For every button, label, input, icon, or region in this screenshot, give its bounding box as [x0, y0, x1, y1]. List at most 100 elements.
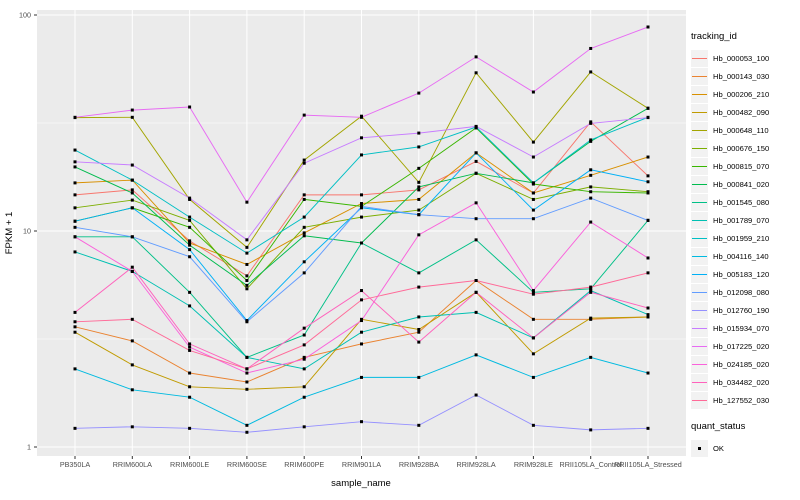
- legend-quant-status: quant_status OK: [691, 421, 799, 457]
- data-point: [531, 292, 535, 296]
- legend-key-line-icon: [691, 175, 708, 193]
- data-point: [130, 269, 134, 273]
- data-point: [188, 348, 192, 352]
- data-point: [531, 208, 535, 212]
- legend-item-label: Hb_000053_100: [713, 53, 770, 63]
- data-point: [589, 316, 593, 320]
- data-point: [73, 219, 77, 223]
- data-point: [130, 339, 134, 343]
- data-point: [73, 320, 77, 324]
- data-point: [130, 108, 134, 112]
- data-point: [589, 196, 593, 200]
- data-point: [130, 425, 134, 429]
- legend-item-label: Hb_000676_150: [713, 143, 770, 153]
- data-point: [531, 217, 535, 221]
- data-point: [73, 206, 77, 210]
- y-tick-label: 100: [19, 11, 31, 20]
- data-point: [531, 181, 535, 185]
- data-point: [245, 200, 249, 204]
- data-point: [73, 115, 77, 119]
- data-point: [589, 285, 593, 289]
- data-point: [589, 70, 593, 74]
- legend-item-Hb_000143_030: Hb_000143_030: [691, 67, 799, 85]
- legend-key-line-icon: [691, 301, 708, 319]
- data-point: [474, 201, 478, 205]
- legend-item-label: Hb_000841_020: [713, 179, 770, 189]
- data-point: [646, 271, 650, 275]
- data-point: [646, 426, 650, 430]
- data-point: [302, 225, 306, 229]
- legend-items-tracking-id: Hb_000053_100 Hb_000143_030 Hb_000206_210 H…: [691, 49, 799, 409]
- data-point: [589, 289, 593, 293]
- legend-item-label: Hb_127552_030: [713, 395, 770, 405]
- legend-item-Hb_127552_030: Hb_127552_030: [691, 391, 799, 409]
- legend-item-label: Hb_024185_020: [713, 359, 770, 369]
- data-point: [188, 248, 192, 252]
- data-point: [531, 90, 535, 94]
- data-point: [130, 163, 134, 167]
- data-point: [302, 333, 306, 337]
- data-point: [188, 218, 192, 222]
- data-point: [474, 393, 478, 397]
- data-point: [417, 131, 421, 135]
- data-point: [130, 317, 134, 321]
- data-point: [531, 155, 535, 159]
- data-point: [474, 310, 478, 314]
- data-point: [531, 352, 535, 356]
- data-point: [474, 217, 478, 221]
- data-point: [245, 320, 249, 324]
- data-point: [417, 91, 421, 95]
- legend-item-label: Hb_004116_140: [713, 251, 769, 261]
- data-point: [589, 428, 593, 432]
- data-point: [245, 238, 249, 242]
- data-point: [245, 423, 249, 427]
- legend-item-Hb_001545_080: Hb_001545_080: [691, 193, 799, 211]
- data-point: [646, 116, 650, 120]
- legend-key-point-icon: [691, 439, 708, 457]
- data-point: [474, 159, 478, 163]
- data-point: [188, 371, 192, 375]
- x-tick-label: RRII105LA_Stressed: [614, 460, 682, 469]
- legend-item-label: Hb_000482_090: [713, 107, 770, 117]
- data-point: [360, 215, 363, 219]
- legend-key-line-icon: [691, 337, 708, 355]
- legend-item-Hb_000815_070: Hb_000815_070: [691, 157, 799, 175]
- legend-key-line-icon: [691, 103, 708, 121]
- legend-key-line-icon: [691, 373, 708, 391]
- data-point: [474, 238, 478, 242]
- data-point: [302, 113, 306, 117]
- data-point: [531, 140, 535, 144]
- data-points: [73, 25, 650, 434]
- data-point: [646, 313, 650, 317]
- data-point: [474, 290, 478, 294]
- legend-key-line-icon: [691, 265, 708, 283]
- data-point: [646, 371, 650, 375]
- y-axis-tick-labels: 1 10 100: [19, 11, 31, 452]
- legend-item-label: Hb_001959_210: [713, 233, 770, 243]
- legend-item-label: Hb_034482_020: [713, 377, 770, 387]
- legend-item-Hb_000676_150: Hb_000676_150: [691, 139, 799, 157]
- data-point: [73, 225, 77, 229]
- x-tick-label: RRIM600SE: [227, 460, 267, 469]
- legend-item-label: Hb_015934_070: [713, 323, 770, 333]
- legend-item-Hb_015934_070: Hb_015934_070: [691, 319, 799, 337]
- data-point: [417, 285, 421, 289]
- data-point: [188, 255, 192, 259]
- legend-item-label: OK: [713, 443, 724, 453]
- data-point: [73, 235, 77, 239]
- x-tick-label: PB350LA: [60, 460, 91, 469]
- data-point: [646, 106, 650, 110]
- data-point: [302, 385, 306, 389]
- data-point: [417, 423, 421, 427]
- data-point: [73, 160, 77, 164]
- data-point: [417, 166, 421, 170]
- data-point: [417, 208, 421, 212]
- data-point: [73, 181, 77, 185]
- data-point: [302, 158, 306, 162]
- data-point: [188, 215, 192, 219]
- y-axis-title: FPKM + 1: [4, 212, 15, 255]
- x-tick-label: RRIM901LA: [342, 460, 381, 469]
- data-point: [360, 342, 363, 346]
- x-tick-label: RRIM600LE: [170, 460, 209, 469]
- data-point: [360, 136, 363, 140]
